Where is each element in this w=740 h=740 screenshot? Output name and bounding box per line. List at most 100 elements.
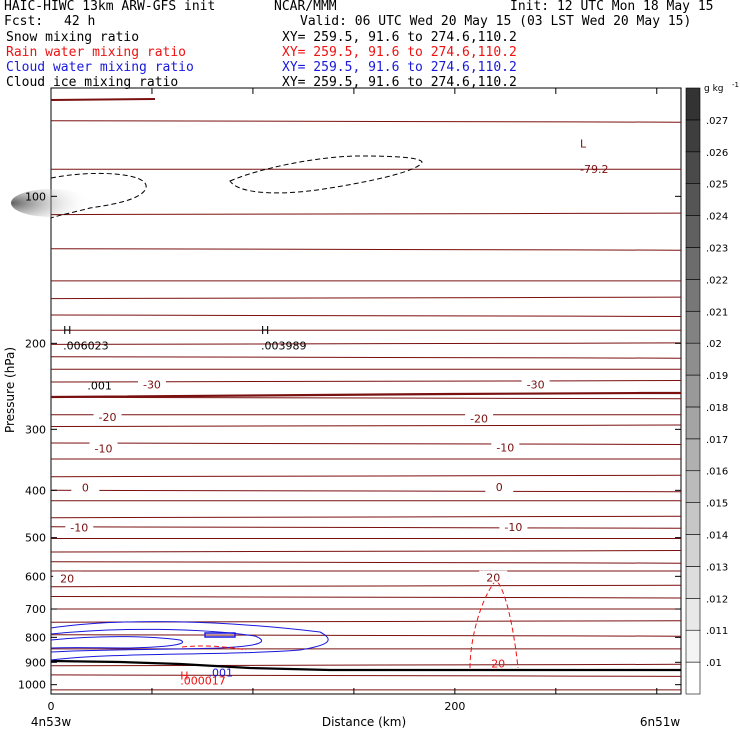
isotherm-label-bg — [65, 520, 94, 533]
colorbar-label: .024 — [706, 212, 728, 223]
field-xy-cloud-ice: XY= 259.5, 91.6 to 274.6,110.2 — [282, 75, 517, 90]
cloud-water-contour-core — [204, 632, 236, 638]
field-xy-rain: XY= 259.5, 91.6 to 274.6,110.2 — [282, 45, 517, 60]
cloud-water-contour-inner — [50, 636, 183, 649]
colorbar-label: .026 — [706, 148, 728, 159]
rain-water-contour — [469, 579, 519, 669]
colorbar-swatch — [685, 406, 701, 440]
colorbar-swatch — [685, 629, 701, 663]
colorbar-swatch — [685, 374, 701, 408]
field-name-rain: Rain water mixing ratio — [6, 45, 187, 60]
colorbar-swatch — [685, 87, 701, 121]
colorbar-swatch — [685, 342, 701, 376]
colorbar-label: .027 — [706, 116, 728, 127]
isotherm-label: 0 — [496, 481, 503, 494]
isotherm-label: 20 — [486, 572, 500, 585]
contour-line — [50, 515, 682, 519]
isotherm-label-bg — [491, 440, 520, 453]
colorbar-swatch — [685, 215, 701, 248]
contour-line — [50, 212, 682, 216]
fcst-hours: 42 h — [64, 14, 96, 29]
colorbar-swatch — [685, 566, 701, 599]
isotherm-label-bg — [499, 520, 528, 533]
y-tick-label: 100 — [25, 190, 46, 203]
x-axis-title: Distance (km) — [322, 715, 406, 729]
isotherm-label: -10 — [496, 442, 514, 455]
isotherm-label-bg — [89, 441, 118, 454]
colorbar-label: .01 — [706, 658, 722, 669]
contour-line — [50, 474, 682, 478]
colorbar-label: .017 — [706, 435, 728, 446]
colorbar-swatch — [685, 661, 701, 695]
colorbar-label: .015 — [706, 499, 728, 510]
contour-line — [50, 119, 682, 123]
y-tick-label: 500 — [25, 532, 46, 545]
isotherm-label: -20 — [99, 411, 117, 424]
cloud-water-contour-outer — [50, 621, 329, 661]
isotherm-label-bg — [485, 480, 514, 493]
isotherm-label: -30 — [143, 379, 161, 392]
colorbar-swatch — [685, 502, 701, 535]
contour-line — [50, 296, 682, 300]
colorbar-swatch — [685, 279, 701, 312]
x-tick-label: 0 — [48, 700, 55, 713]
colorbar-swatch — [685, 183, 701, 216]
x-endpoint-left: 4n53w — [31, 715, 72, 729]
field-xy-snow: XY= 259.5, 91.6 to 274.6,110.2 — [282, 30, 517, 45]
y-axis-title: Pressure (hPa) — [3, 347, 17, 433]
contour-line — [50, 633, 682, 637]
rain-water-contour-small — [181, 645, 247, 651]
field-name-cloud-water: Cloud water mixing ratio — [6, 60, 194, 75]
colorbar-swatch — [685, 438, 701, 472]
fcst-label: Fcst: — [4, 14, 44, 29]
isotherm-label: -10 — [70, 522, 88, 535]
contour-line — [50, 442, 682, 445]
colorbar-swatch — [685, 119, 701, 153]
contour-annotation: .003989 — [261, 339, 307, 352]
contour-line — [50, 489, 682, 493]
y-tick-label: 600 — [25, 570, 46, 583]
colorbar-swatch — [685, 310, 701, 344]
contour-annotation: H — [261, 324, 269, 337]
isotherm-label-bg — [465, 411, 494, 424]
x-tick-label: 200 — [444, 700, 465, 713]
field-name-cloud-ice: Cloud ice mixing ratio — [6, 75, 179, 90]
isotherm-label: -10 — [95, 442, 113, 455]
colorbar-label: .011 — [706, 626, 728, 637]
snow-shading — [11, 189, 91, 217]
colorbar-swatch — [685, 470, 701, 503]
contour-line — [50, 584, 682, 588]
contour-line — [50, 595, 682, 599]
isotherm-label: 0 — [82, 482, 89, 495]
isotherm-label-bg — [479, 570, 508, 583]
colorbar-label: .023 — [706, 243, 728, 254]
contour-line — [50, 314, 682, 317]
y-tick-label: 1000 — [18, 679, 46, 692]
contour-line — [50, 355, 682, 359]
colorbar-unit: g kg — [704, 84, 724, 94]
colorbar-label: .019 — [706, 371, 728, 382]
cloud-ice-contour-center — [229, 155, 423, 194]
contour-line — [50, 342, 682, 346]
colorbar-label: .02 — [706, 339, 722, 350]
contour-annotation: L — [580, 138, 587, 151]
contour-annotation: 20 — [491, 658, 505, 671]
valid-time: Valid: 06 UTC Wed 20 May 15 (03 LST Wed … — [300, 14, 692, 29]
contour-line — [50, 424, 682, 428]
contour-line — [50, 674, 682, 677]
contour-annotation: H — [180, 670, 188, 683]
model-title: HAIC-HIWC 13km ARW-GFS init — [4, 0, 216, 14]
colorbar-swatch — [685, 598, 701, 631]
isotherm-label: -30 — [527, 379, 545, 392]
colorbar-label: .018 — [706, 403, 728, 414]
contour-line — [50, 526, 682, 529]
colorbar-label: .022 — [706, 275, 728, 286]
contour-annotation: H — [63, 324, 71, 337]
colorbar-swatch — [685, 247, 701, 280]
colorbar-label: .014 — [706, 531, 728, 542]
y-tick-label: 900 — [25, 656, 46, 669]
contour-annotation: .001 — [209, 666, 234, 679]
contour-annotation: -79.2 — [580, 163, 608, 176]
colorbar-label: .012 — [706, 594, 728, 605]
